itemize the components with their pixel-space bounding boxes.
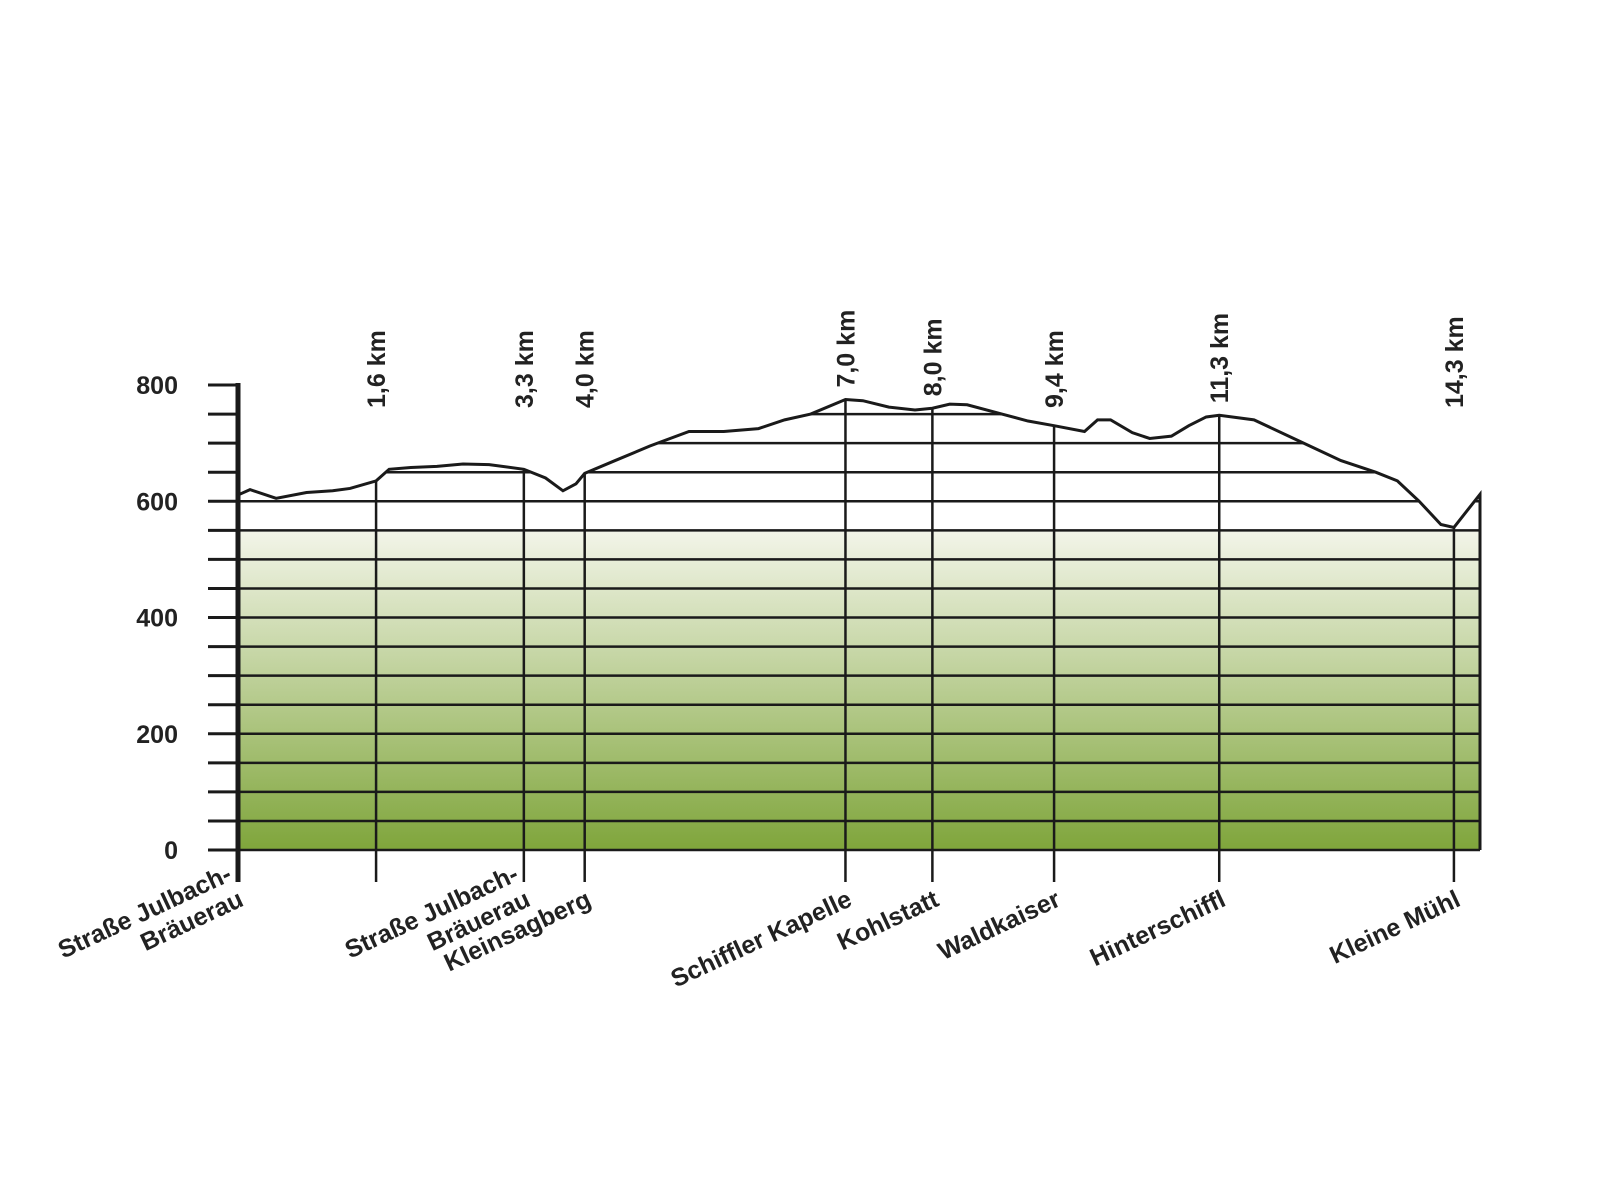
waypoint-labels: Straße Julbach-Bräuerau Straße Julbach-Br… — [54, 860, 1465, 994]
y-tick-labels: 0 200 400 600 800 — [136, 372, 178, 865]
waypoint-name-line-5-0: Kohlstatt — [833, 885, 944, 956]
km-labels: 1,6 km 3,3 km 4,0 km 7,0 km 8,0 km 9,4 km 11,3… — [363, 310, 1469, 408]
elevation-bands — [237, 529, 1480, 852]
waypoint-name-5: Kohlstatt — [833, 885, 944, 956]
y-tick-label-600: 600 — [136, 488, 178, 516]
waypoint-name-0: Straße Julbach-Bräuerau — [54, 860, 248, 965]
profile-fill — [237, 0, 1480, 528]
km-label-1: 1,6 km — [363, 330, 391, 408]
waypoint-name-7: Hinterschiffl — [1086, 885, 1230, 972]
waypoint-name-8: Kleine Mühl — [1325, 885, 1464, 970]
band-area — [237, 530, 1480, 850]
km-label-5: 8,0 km — [919, 318, 947, 396]
waypoint-name-4: Schiffler Kapelle — [667, 885, 856, 993]
waypoint-name-line-6-0: Waldkaiser — [934, 885, 1065, 966]
y-tick-label-0: 0 — [164, 837, 178, 865]
km-label-4: 7,0 km — [832, 310, 860, 388]
waypoint-lines — [374, 399, 1456, 882]
waypoint-name-line-7-0: Hinterschiffl — [1086, 885, 1230, 972]
y-tick-label-200: 200 — [136, 721, 178, 749]
waypoint-name-line-8-0: Kleine Mühl — [1325, 885, 1464, 970]
y-tick-label-800: 800 — [136, 372, 178, 400]
km-label-6: 9,4 km — [1041, 330, 1069, 408]
y-tick-label-400: 400 — [136, 605, 178, 633]
waypoint-name-line-4-0: Schiffler Kapelle — [667, 885, 856, 993]
profile-line — [236, 398, 1482, 850]
km-label-8: 14,3 km — [1441, 316, 1469, 408]
waypoint-name-6: Waldkaiser — [934, 885, 1065, 966]
km-label-2: 3,3 km — [511, 330, 539, 408]
km-label-3: 4,0 km — [572, 330, 600, 408]
y-axis — [208, 383, 241, 882]
km-label-7: 11,3 km — [1206, 313, 1234, 403]
